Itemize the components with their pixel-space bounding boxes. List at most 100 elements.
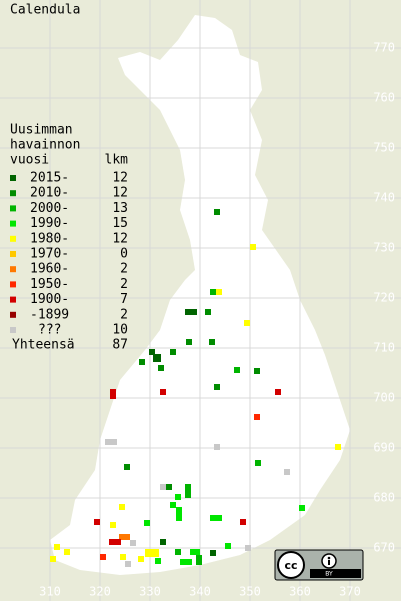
svg-text:cc: cc <box>284 559 297 572</box>
observation-square <box>138 556 144 562</box>
legend-total: 87 <box>112 338 128 353</box>
legend-total-label: Yhteensä <box>12 338 75 353</box>
y-label: 740 <box>373 191 395 205</box>
y-label: 670 <box>373 541 395 555</box>
observation-square <box>100 554 106 560</box>
y-label: 760 <box>373 91 395 105</box>
legend-label: 1900- <box>30 292 69 307</box>
observation-square <box>245 545 251 551</box>
legend-count: 12 <box>112 171 128 186</box>
observation-square <box>139 359 145 365</box>
observation-square <box>335 444 341 450</box>
legend-count: 0 <box>120 247 128 262</box>
observation-square <box>109 539 121 545</box>
observation-square <box>155 558 161 564</box>
observation-square <box>120 554 126 560</box>
y-label: 710 <box>373 341 395 355</box>
observation-square <box>214 444 220 450</box>
observations <box>50 209 341 567</box>
observation-square <box>110 522 116 528</box>
legend-count: 12 <box>112 186 128 201</box>
observation-square <box>175 549 181 555</box>
y-label: 720 <box>373 291 395 305</box>
observation-square <box>250 244 256 250</box>
legend-label: -1899 <box>30 307 69 322</box>
observation-square <box>210 289 216 295</box>
legend-header: vuosi <box>10 153 49 168</box>
svg-text:BY: BY <box>325 571 333 578</box>
observation-square <box>185 484 191 498</box>
legend-count-header: lkm <box>105 153 129 168</box>
observation-square <box>214 209 220 215</box>
observation-square <box>205 309 211 315</box>
y-label: 750 <box>373 141 395 155</box>
y-label: 680 <box>373 491 395 505</box>
x-label: 340 <box>189 585 211 599</box>
legend-count: 7 <box>120 292 128 307</box>
observation-square <box>185 309 197 315</box>
observation-square <box>170 349 176 355</box>
observation-square <box>119 534 125 540</box>
observation-square <box>144 520 150 526</box>
legend-swatch <box>10 266 16 273</box>
x-label: 370 <box>339 585 361 599</box>
legend-swatch <box>10 235 16 242</box>
y-label: 770 <box>373 41 395 55</box>
observation-square <box>158 365 164 371</box>
observation-square <box>210 515 222 521</box>
observation-square <box>160 484 166 490</box>
legend-swatch <box>10 281 16 288</box>
legend-count: 2 <box>120 307 128 322</box>
observation-square <box>54 544 60 550</box>
observation-square <box>64 549 70 555</box>
x-label: 350 <box>239 585 261 599</box>
observation-square <box>186 339 192 345</box>
legend-swatch <box>10 205 16 212</box>
observation-square <box>175 494 181 500</box>
y-label: 690 <box>373 441 395 455</box>
legend-label: 1990- <box>30 216 69 231</box>
observation-square <box>210 550 216 556</box>
observation-square <box>254 414 260 420</box>
legend-count: 2 <box>120 262 128 277</box>
x-label: 310 <box>39 585 61 599</box>
legend-count: 15 <box>112 216 128 231</box>
legend-label: 2015- <box>30 171 69 186</box>
legend-swatch <box>10 327 16 333</box>
observation-square <box>110 389 116 399</box>
legend-count: 10 <box>112 323 128 338</box>
observation-square <box>160 539 166 545</box>
legend-label: 2000- <box>30 201 69 216</box>
observation-square <box>94 519 100 525</box>
observation-square <box>160 389 166 395</box>
legend-header: Uusimman <box>10 123 73 138</box>
legend-label: 2010- <box>30 186 69 201</box>
legend-swatch <box>10 175 16 181</box>
observation-square <box>50 556 56 562</box>
observation-square <box>180 559 192 565</box>
observation-square <box>240 519 246 525</box>
legend-header: havainnon <box>10 138 80 153</box>
observation-square <box>196 555 202 565</box>
observation-square <box>124 464 130 470</box>
x-label: 360 <box>289 585 311 599</box>
legend-swatch <box>10 251 16 257</box>
observation-square <box>105 439 117 445</box>
observation-square <box>119 504 125 510</box>
observation-square <box>234 367 240 373</box>
legend-label: ??? <box>38 323 61 338</box>
observation-square <box>244 320 250 326</box>
observation-square <box>149 349 155 355</box>
observation-square <box>299 505 305 511</box>
legend-swatch <box>10 190 16 197</box>
observation-square <box>176 507 182 521</box>
observation-square <box>170 502 176 508</box>
observation-square <box>255 460 261 466</box>
legend-swatch <box>10 296 16 303</box>
observation-square <box>125 561 131 567</box>
observation-square <box>130 540 136 546</box>
legend-swatch <box>10 311 16 318</box>
